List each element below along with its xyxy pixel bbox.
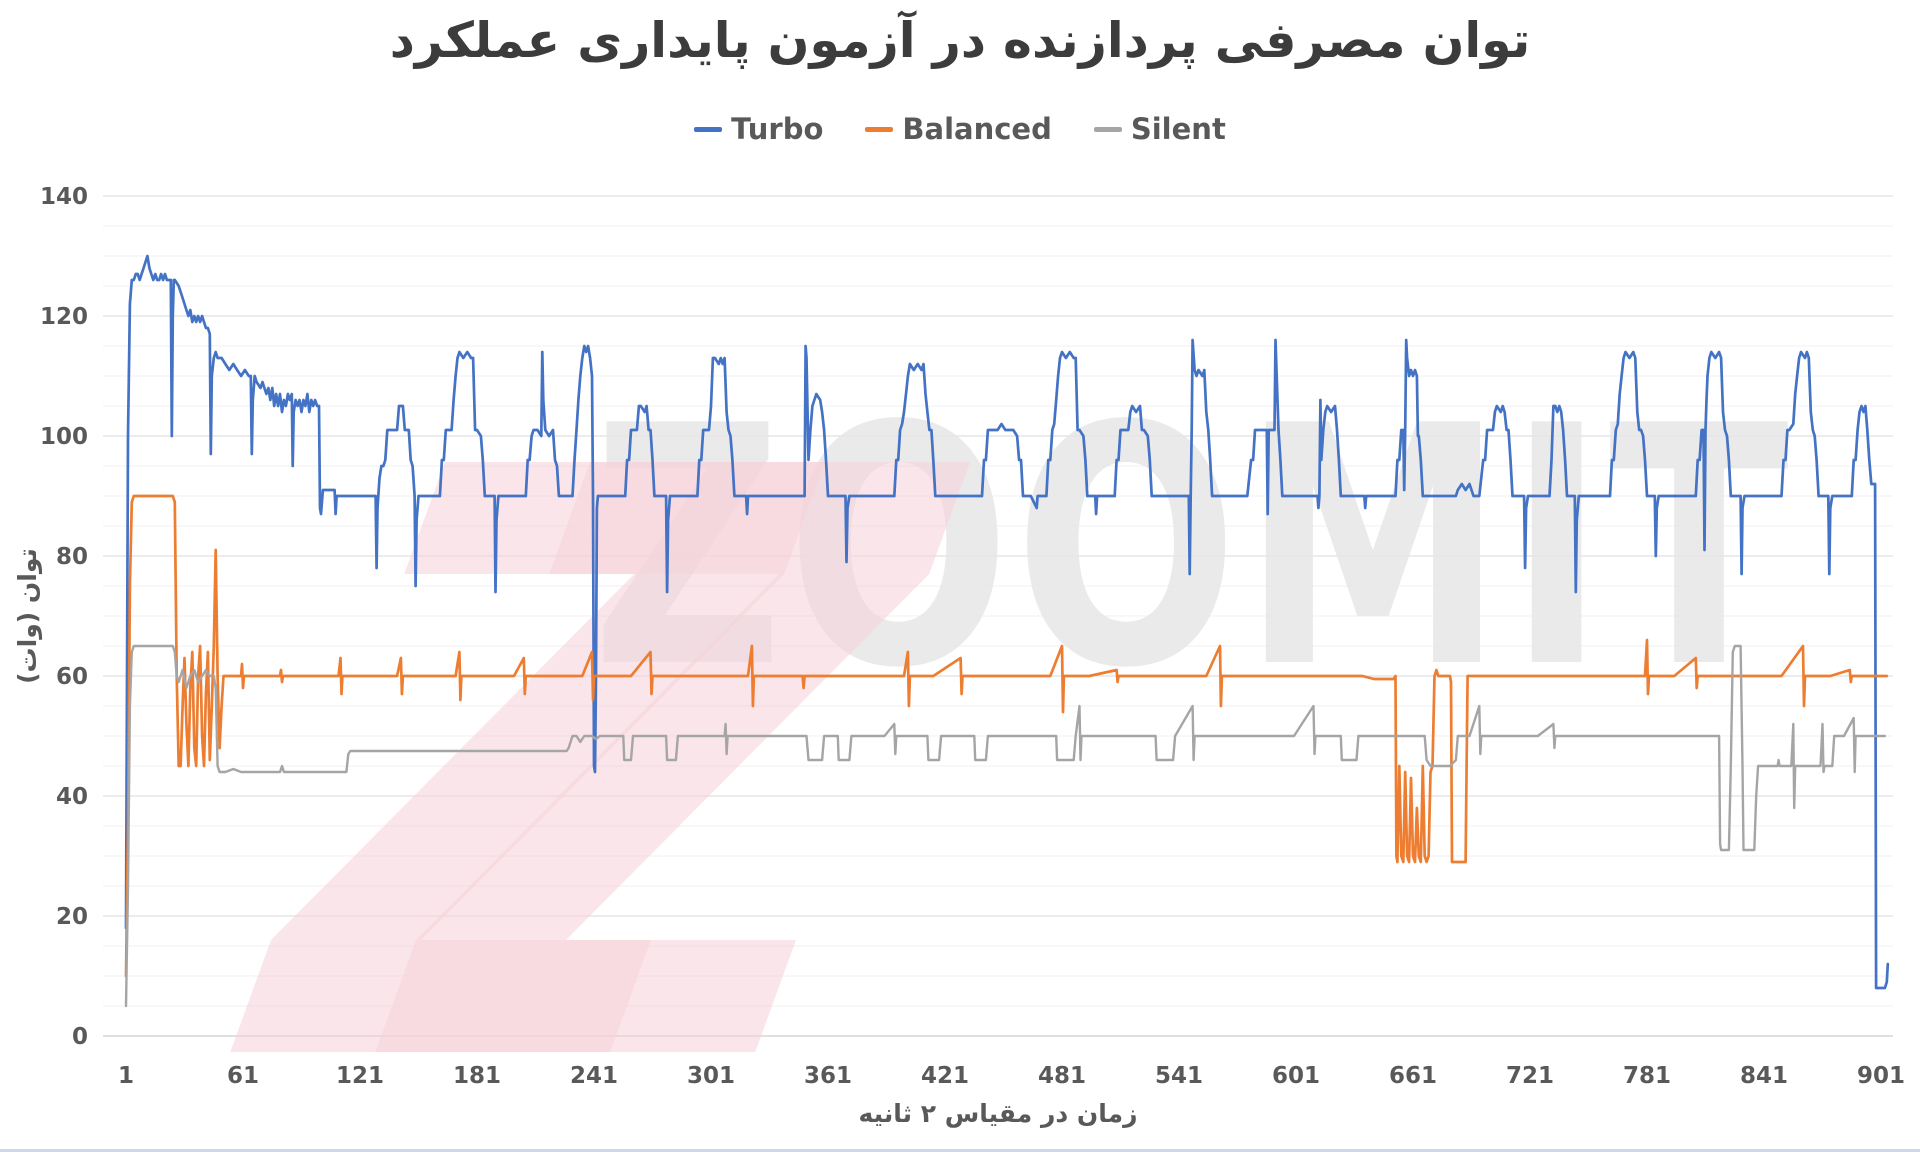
x-tick-label: 421 bbox=[921, 1063, 969, 1089]
series-balanced bbox=[124, 494, 1889, 978]
legend-item-turbo: Turbo bbox=[694, 112, 823, 146]
series-lines bbox=[124, 254, 1890, 1008]
x-tick-label: 361 bbox=[804, 1063, 852, 1089]
y-tick-label: 20 bbox=[56, 904, 88, 930]
series-turbo bbox=[124, 254, 1890, 990]
x-tick-label: 121 bbox=[336, 1063, 384, 1089]
x-tick-label: 721 bbox=[1506, 1063, 1554, 1089]
x-tick-label: 841 bbox=[1740, 1063, 1788, 1089]
y-tick-label: 60 bbox=[56, 664, 88, 690]
x-tick-label: 301 bbox=[687, 1063, 735, 1089]
y-tick-label: 0 bbox=[72, 1024, 88, 1050]
x-tick-label: 61 bbox=[227, 1063, 259, 1089]
x-tick-label: 661 bbox=[1389, 1063, 1437, 1089]
legend-label: Silent bbox=[1130, 112, 1226, 146]
legend-item-silent: Silent bbox=[1093, 112, 1226, 146]
watermark: ZOOMIT bbox=[230, 357, 1789, 1052]
x-tick-label: 901 bbox=[1857, 1063, 1905, 1089]
x-tick-label: 481 bbox=[1038, 1063, 1086, 1089]
y-tick-label: 40 bbox=[56, 784, 88, 810]
chart-title: توان مصرفی پردازنده در آزمون پایداری عمل… bbox=[389, 12, 1531, 69]
legend-dash-icon bbox=[1093, 126, 1122, 132]
watermark-logo-z2-icon bbox=[375, 462, 970, 1052]
x-tick-label: 541 bbox=[1155, 1063, 1203, 1089]
legend-dash-icon bbox=[694, 126, 723, 132]
x-axis-labels: 1 61 121 181 241 301 361 421 481 541 601 661 721 781 8… bbox=[118, 1063, 1905, 1089]
y-tick-label: 100 bbox=[40, 424, 88, 450]
series-silent bbox=[124, 644, 1887, 1008]
y-tick-label: 80 bbox=[56, 544, 88, 570]
y-axis-labels: 0 20 40 60 80 100 120 140 bbox=[40, 184, 88, 1050]
x-tick-label: 181 bbox=[453, 1063, 501, 1089]
x-axis-title: زمان در مقیاس ۲ ثانیه bbox=[859, 1099, 1138, 1128]
legend-item-balanced: Balanced bbox=[865, 112, 1052, 146]
x-tick-label: 1 bbox=[118, 1063, 134, 1089]
x-tick-label: 781 bbox=[1623, 1063, 1671, 1089]
y-tick-label: 140 bbox=[40, 184, 88, 210]
legend-dash-icon bbox=[865, 126, 894, 132]
x-tick-label: 241 bbox=[570, 1063, 618, 1089]
legend: Turbo Balanced Silent bbox=[0, 112, 1920, 146]
legend-label: Turbo bbox=[731, 112, 824, 146]
y-tick-label: 120 bbox=[40, 304, 88, 330]
x-tick-label: 601 bbox=[1272, 1063, 1320, 1089]
window-bottom-edge bbox=[0, 1149, 1920, 1152]
legend-label: Balanced bbox=[902, 112, 1052, 146]
y-axis-title: توان (وات) bbox=[13, 548, 43, 684]
watermark-logo-z-icon bbox=[230, 462, 825, 1052]
